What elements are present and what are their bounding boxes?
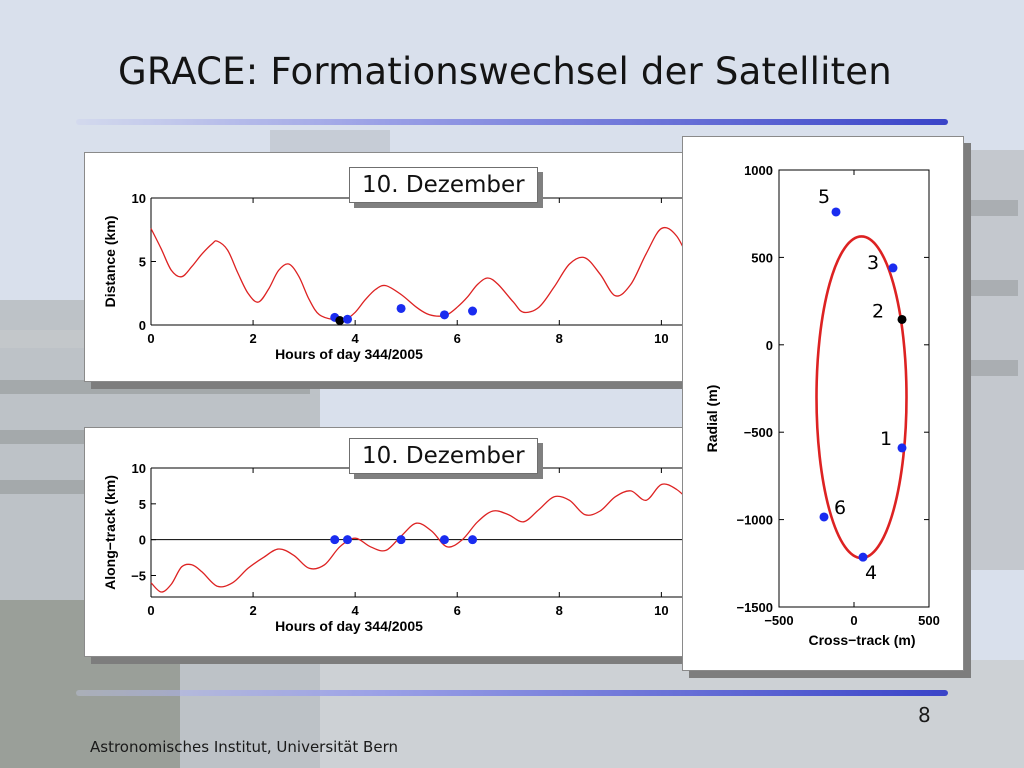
x-tick-label: 500: [918, 613, 940, 628]
data-marker: [439, 310, 449, 320]
y-axis-label: Radial (m): [704, 385, 720, 453]
y-tick-label: 10: [132, 191, 146, 206]
radial-cross-track-plot-panel: −500 0 500 −1500 −1000 −500 0 500 1000 Cross−trac…: [682, 136, 964, 671]
y-axis-label: Distance (km): [102, 216, 118, 308]
orbit-point-label: 6: [834, 497, 846, 519]
x-tick-label: 6: [454, 331, 461, 346]
date-label: 10. Dezember: [349, 167, 538, 203]
footer-divider: [76, 690, 948, 696]
radial-cross-track-chart: −500 0 500 −1500 −1000 −500 0 500 1000 Cross−trac…: [704, 163, 940, 648]
x-tick-label: 0: [850, 613, 857, 628]
orbit-point: [888, 263, 898, 273]
orbit-point-label: 5: [818, 186, 830, 208]
y-axis-label: Along−track (km): [102, 475, 118, 590]
x-tick-label: 6: [454, 603, 461, 618]
x-tick-label: 0: [147, 331, 154, 346]
y-tick-label: −1500: [736, 600, 773, 615]
orbit-point: [897, 314, 907, 324]
orbit-point-label: 2: [872, 300, 884, 322]
data-marker: [396, 535, 406, 545]
y-tick-label: 1000: [744, 163, 773, 178]
x-tick-label: 2: [249, 331, 256, 346]
y-tick-label: 500: [751, 250, 773, 265]
date-label: 10. Dezember: [349, 438, 538, 474]
page-number: 8: [918, 703, 931, 727]
orbit-ellipse: [815, 235, 908, 560]
y-tick-label: 5: [139, 255, 146, 270]
x-tick-label: 10: [654, 603, 668, 618]
x-axis-label: Hours of day 344/2005: [275, 346, 423, 362]
data-curve: [150, 226, 693, 322]
x-axis-label: Hours of day 344/2005: [275, 618, 423, 634]
data-marker: [468, 535, 478, 545]
y-tick-label: 5: [139, 497, 146, 512]
orbit-point-label: 3: [867, 252, 879, 274]
orbit-point: [819, 512, 829, 522]
data-marker: [342, 535, 352, 545]
y-tick-label: 0: [139, 533, 146, 548]
data-marker: [330, 535, 340, 545]
distance-chart: 0 2 4 6 8 10 0 5 10 Hours of day 344/2005 Distance…: [102, 191, 695, 362]
data-marker: [342, 314, 352, 324]
y-tick-label: 0: [766, 338, 773, 353]
y-tick-label: −500: [744, 425, 773, 440]
orbit-point: [831, 207, 841, 217]
footer-institution: Astronomisches Institut, Universität Ber…: [90, 738, 398, 756]
orbit-point: [897, 443, 907, 453]
x-tick-label: 2: [249, 603, 256, 618]
x-tick-label: −500: [764, 613, 793, 628]
x-tick-label: 8: [556, 331, 563, 346]
y-tick-label: −1000: [736, 513, 773, 528]
data-curve: [150, 483, 693, 593]
x-tick-label: 0: [147, 603, 154, 618]
orbit-point-label: 4: [865, 562, 877, 584]
y-tick-label: 0: [139, 318, 146, 333]
x-tick-label: 4: [352, 603, 360, 618]
data-marker: [439, 535, 449, 545]
distance-plot-panel: 0 2 4 6 8 10 0 5 10 Hours of day 344/2005 Distance…: [84, 152, 696, 382]
slide-title: GRACE: Formationswechsel der Satelliten: [118, 50, 892, 93]
y-tick-label: −5: [131, 569, 146, 584]
orbit-point: [858, 552, 868, 562]
x-axis-label: Cross−track (m): [809, 632, 916, 648]
y-tick-label: 10: [132, 461, 146, 476]
x-tick-label: 8: [556, 603, 563, 618]
data-marker: [335, 316, 345, 326]
data-marker: [468, 306, 478, 316]
title-divider: [76, 119, 948, 125]
data-marker: [396, 303, 406, 313]
x-tick-label: 10: [654, 331, 668, 346]
x-tick-label: 4: [352, 331, 360, 346]
orbit-point-label: 1: [880, 428, 892, 450]
along-track-plot-panel: 0 2 4 6 8 10 −5 0 5 10 Hours of day 344/2005 Along−…: [84, 427, 696, 657]
